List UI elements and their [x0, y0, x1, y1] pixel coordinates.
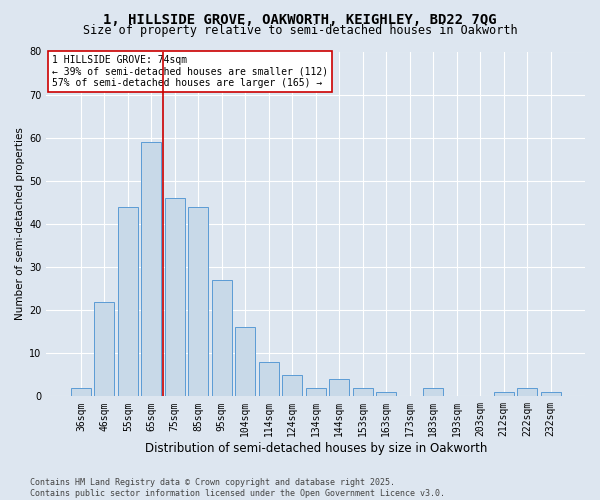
Text: Contains HM Land Registry data © Crown copyright and database right 2025.
Contai: Contains HM Land Registry data © Crown c… — [30, 478, 445, 498]
Bar — [94, 302, 115, 396]
Bar — [142, 142, 161, 397]
Text: Size of property relative to semi-detached houses in Oakworth: Size of property relative to semi-detach… — [83, 24, 517, 37]
Bar — [118, 206, 138, 396]
Bar — [541, 392, 560, 396]
Bar — [165, 198, 185, 396]
Bar — [494, 392, 514, 396]
Bar — [282, 375, 302, 396]
Text: 1, HILLSIDE GROVE, OAKWORTH, KEIGHLEY, BD22 7QG: 1, HILLSIDE GROVE, OAKWORTH, KEIGHLEY, B… — [103, 12, 497, 26]
X-axis label: Distribution of semi-detached houses by size in Oakworth: Distribution of semi-detached houses by … — [145, 442, 487, 455]
Bar — [329, 379, 349, 396]
Bar — [212, 280, 232, 396]
Bar — [376, 392, 396, 396]
Bar — [306, 388, 326, 396]
Bar — [188, 206, 208, 396]
Bar — [259, 362, 279, 396]
Bar — [71, 388, 91, 396]
Text: 1 HILLSIDE GROVE: 74sqm
← 39% of semi-detached houses are smaller (112)
57% of s: 1 HILLSIDE GROVE: 74sqm ← 39% of semi-de… — [52, 55, 328, 88]
Bar — [517, 388, 537, 396]
Y-axis label: Number of semi-detached properties: Number of semi-detached properties — [15, 128, 25, 320]
Bar — [235, 328, 255, 396]
Bar — [353, 388, 373, 396]
Bar — [423, 388, 443, 396]
